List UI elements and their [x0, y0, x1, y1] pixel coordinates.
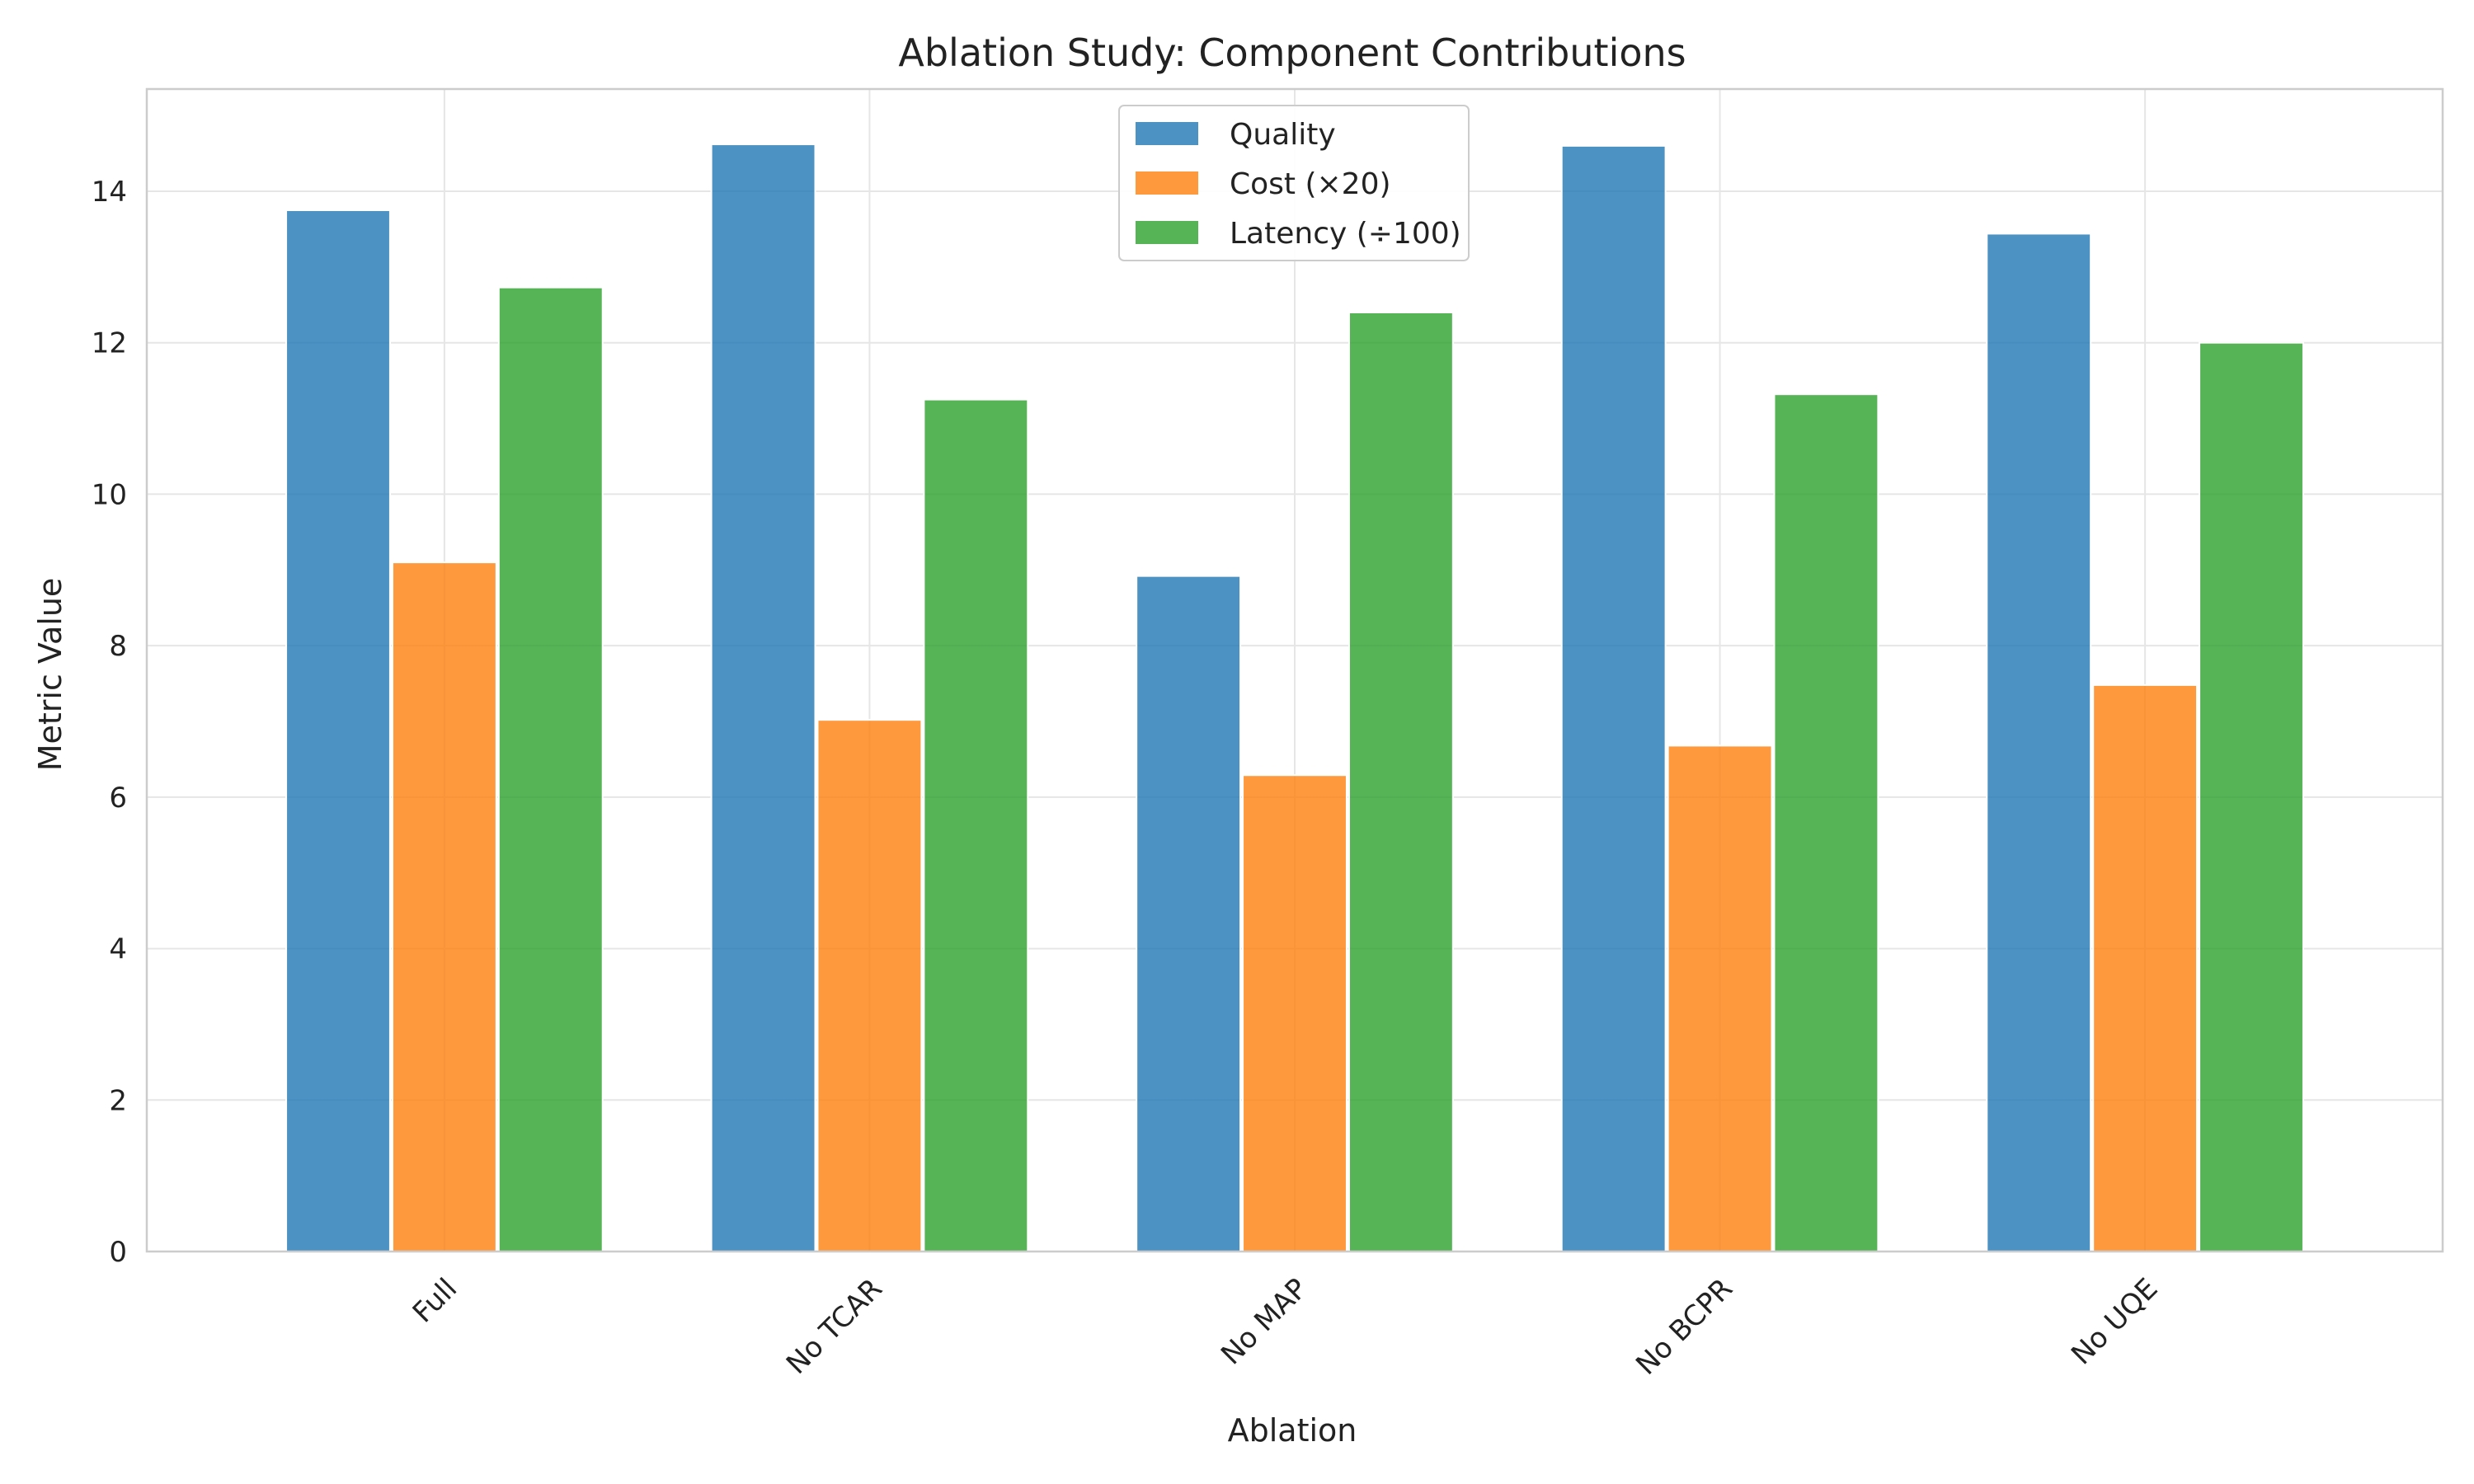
legend-swatch-1	[1136, 171, 1198, 195]
bar-no-map-series-0	[1136, 575, 1242, 1252]
chart-title: Ablation Study: Component Contributions	[898, 31, 1686, 75]
bar-full-series-2	[497, 286, 604, 1252]
y-tick-label: 14	[92, 176, 127, 209]
bar-no-uqe-series-0	[1986, 232, 2092, 1252]
y-tick-labels: 0 2 4 6 8 10 12 14	[92, 176, 127, 1269]
bar-no-map-series-2	[1348, 311, 1454, 1253]
bar-full-series-0	[285, 209, 391, 1252]
legend-swatch-2	[1136, 221, 1198, 244]
legend-box	[1118, 105, 1470, 261]
bar-no-bcpr-series-0	[1560, 144, 1667, 1253]
legend-label-1: Cost (×20)	[1230, 167, 1391, 201]
bar-no-bcpr-series-1	[1667, 744, 1773, 1252]
series-2-bars	[497, 286, 2304, 1253]
bar-no-tcar-series-1	[816, 719, 923, 1252]
y-tick-label: 10	[92, 478, 127, 511]
bar-no-uqe-series-2	[2199, 341, 2304, 1253]
bars	[285, 143, 2304, 1253]
legend: Quality Cost (×20) Latency (÷100)	[1118, 105, 1470, 261]
legend-swatch-0	[1136, 122, 1198, 145]
y-tick-label: 2	[109, 1084, 127, 1117]
bar-no-tcar-series-0	[710, 143, 816, 1252]
bar-no-bcpr-series-2	[1773, 393, 1879, 1253]
y-axis-title: Metric Value	[32, 578, 68, 772]
plot-frame	[145, 87, 2444, 1253]
bar-no-uqe-series-1	[2092, 683, 2199, 1252]
series-1-bars	[391, 561, 2199, 1252]
y-tick-label: 6	[109, 782, 127, 815]
y-tick-label: 4	[109, 933, 127, 966]
x-axis-title: Ablation	[1228, 1412, 1357, 1449]
y-tick-label: 12	[92, 327, 127, 360]
series-0-bars	[285, 143, 2092, 1253]
bar-no-map-series-1	[1242, 774, 1348, 1252]
legend-label-0: Quality	[1230, 118, 1336, 152]
y-tick-label: 8	[109, 630, 127, 663]
legend-label-2: Latency (÷100)	[1230, 217, 1461, 251]
bar-no-tcar-series-2	[923, 398, 1029, 1252]
y-tick-label: 0	[109, 1236, 127, 1269]
bar-full-series-1	[391, 561, 497, 1252]
